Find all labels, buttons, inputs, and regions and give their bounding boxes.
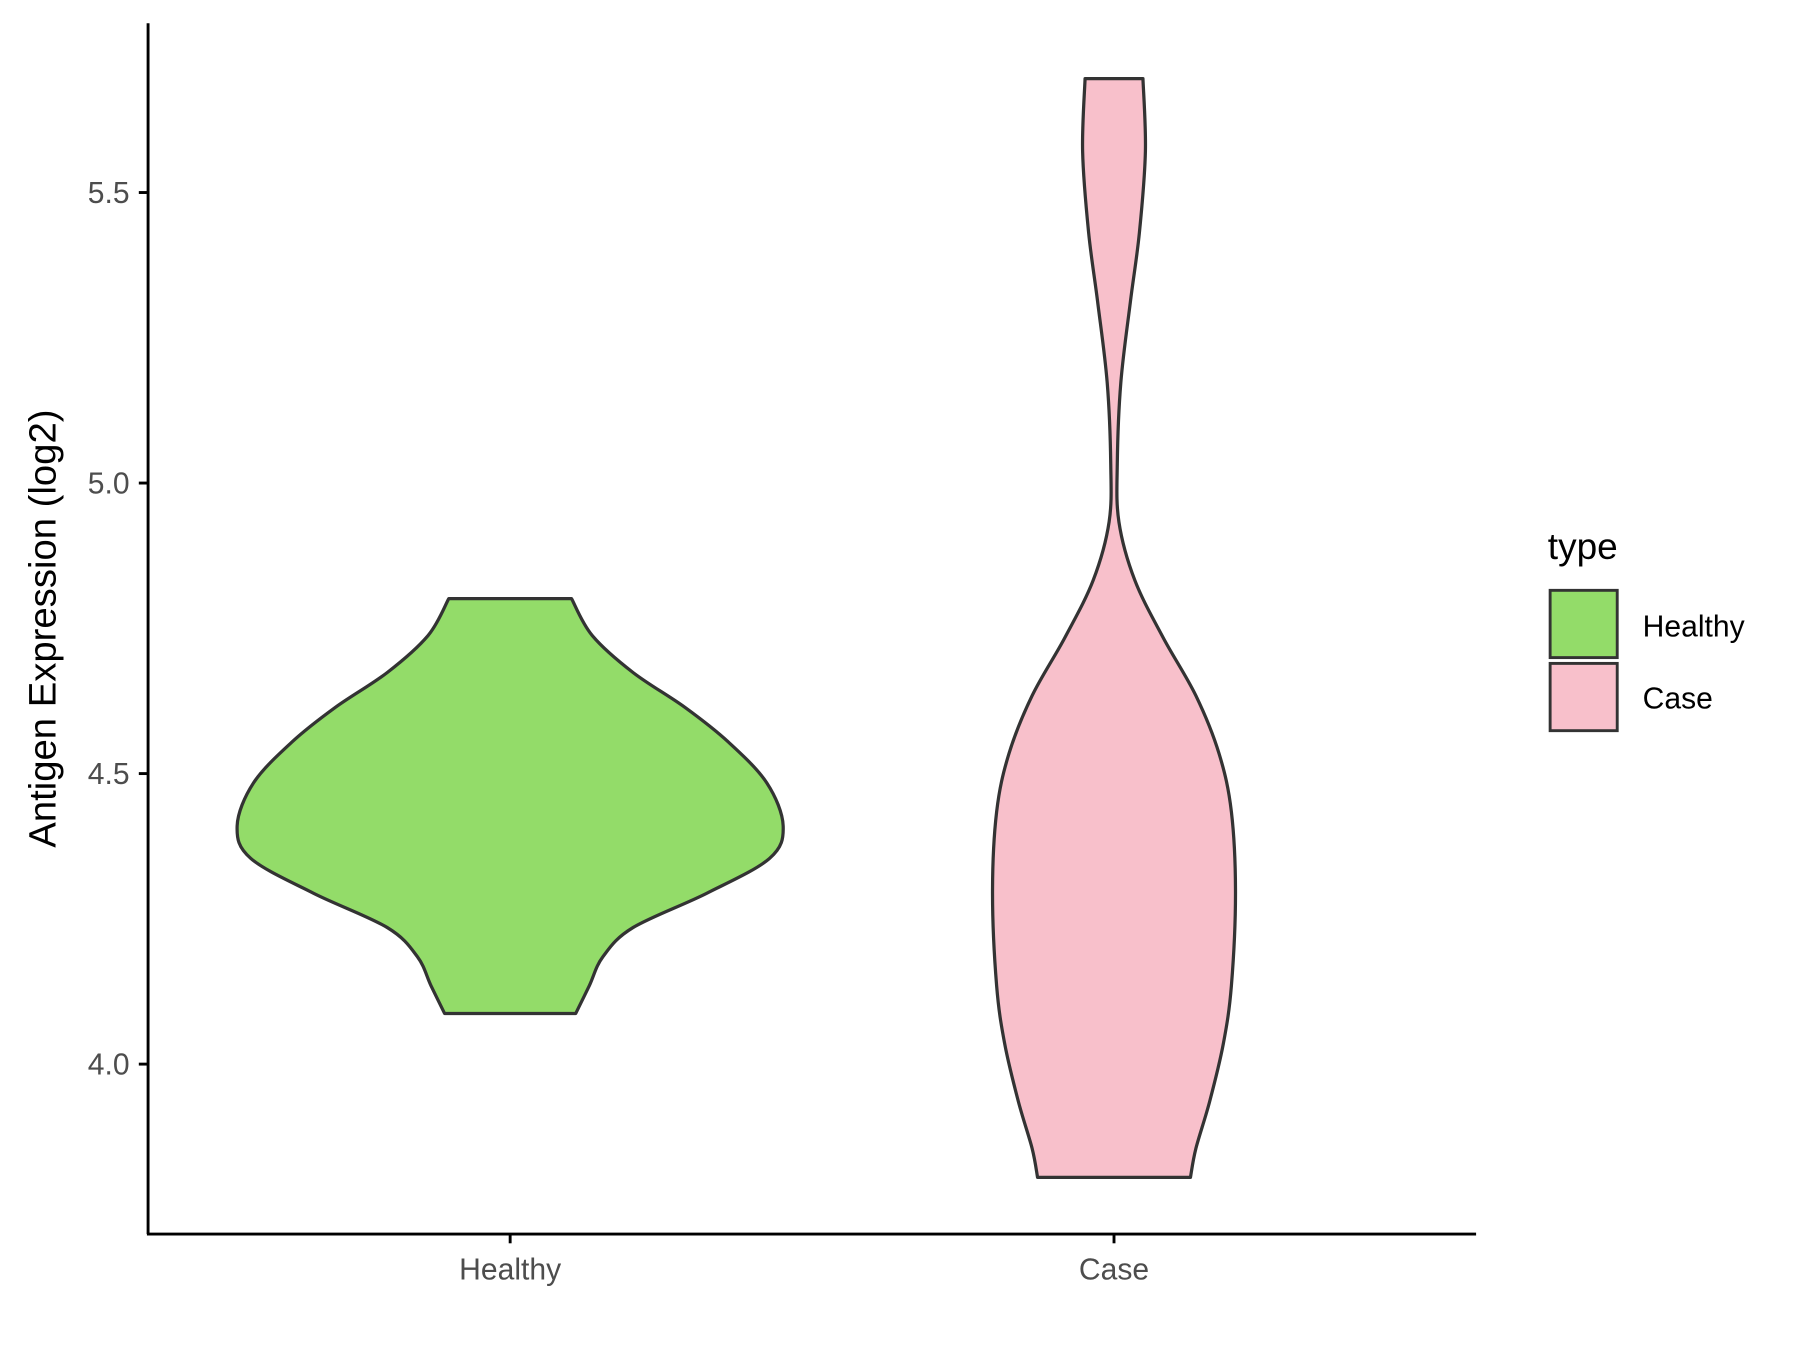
y-tick-label: 4.5 (88, 758, 130, 791)
legend: type Healthy Case (1548, 525, 1745, 733)
y-tick-label: 4.0 (88, 1049, 130, 1082)
legend-title: type (1548, 525, 1618, 567)
x-ticks: Healthy Case (459, 1234, 1149, 1286)
y-axis-label: Antigen Expression (log2) (22, 410, 65, 848)
y-tick-label: 5.5 (88, 177, 130, 210)
violin-case (990, 77, 1238, 1180)
x-tick-label: Healthy (459, 1253, 561, 1286)
y-ticks: 4.0 4.5 5.0 5.5 (88, 177, 149, 1082)
y-tick-label: 5.0 (88, 467, 130, 500)
violin-healthy (235, 597, 785, 1016)
legend-key-case (1548, 661, 1619, 733)
x-tick-label: Case (1079, 1253, 1149, 1286)
legend-label-case: Case (1643, 683, 1713, 716)
legend-key-healthy (1548, 588, 1619, 660)
violins (235, 77, 1238, 1180)
legend-label-healthy: Healthy (1643, 611, 1745, 644)
